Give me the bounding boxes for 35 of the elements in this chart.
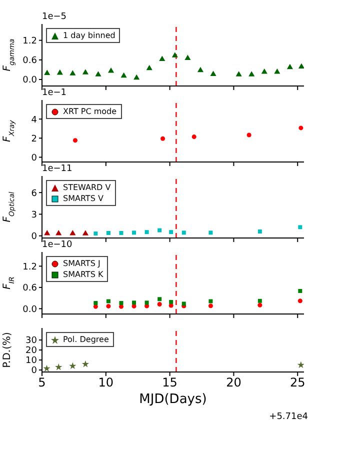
y-tick-label: 0 — [31, 366, 38, 376]
x-tick-label: 5 — [38, 376, 46, 390]
x-axis-title: MJD(Days) — [139, 392, 207, 408]
text: +5.71e4 — [269, 412, 308, 422]
y-tick-label: 0.0 — [22, 76, 38, 86]
y-tick-label: 6 — [31, 188, 38, 199]
text: 1e−1 — [42, 88, 67, 98]
legend-label: Pol. Degree — [63, 334, 109, 345]
x-tick-label: 10 — [98, 376, 114, 390]
text: 1e−10 — [42, 240, 72, 250]
y-axis-title: P.D.(%) — [2, 332, 13, 368]
legend-label: STEWARD V — [63, 182, 111, 193]
y-tick-label: 0 — [31, 153, 38, 164]
legend-label: SMARTS V — [63, 193, 104, 204]
x-tick-label: 25 — [290, 376, 306, 390]
x-tick-label: 15 — [162, 376, 178, 390]
y-tick-label: 0.0 — [22, 304, 38, 315]
legend-label: XRT PC mode — [63, 106, 117, 117]
legend-label: SMARTS J — [63, 258, 100, 269]
y-tick-label: 0.6 — [22, 56, 38, 66]
y-tick-label: 4 — [31, 115, 38, 126]
y-tick-label: 0.6 — [22, 284, 38, 294]
y-tick-label: 2 — [31, 134, 37, 144]
text: 1e−11 — [42, 164, 72, 174]
legend-label: SMARTS K — [63, 269, 104, 280]
x-tick-label: 20 — [226, 376, 242, 390]
y-tick-label: 10 — [26, 356, 38, 366]
y-tick-label: 1.2 — [22, 36, 37, 47]
y-tick-label: 3 — [31, 210, 37, 220]
y-tick-label: 1.2 — [22, 262, 37, 272]
text: 1e−5 — [42, 12, 67, 22]
legend-label: 1 day binned — [63, 30, 116, 41]
y-tick-label: 20 — [26, 346, 38, 356]
y-tick-label: 0 — [31, 232, 38, 242]
y-tick-label: 30 — [26, 336, 38, 346]
